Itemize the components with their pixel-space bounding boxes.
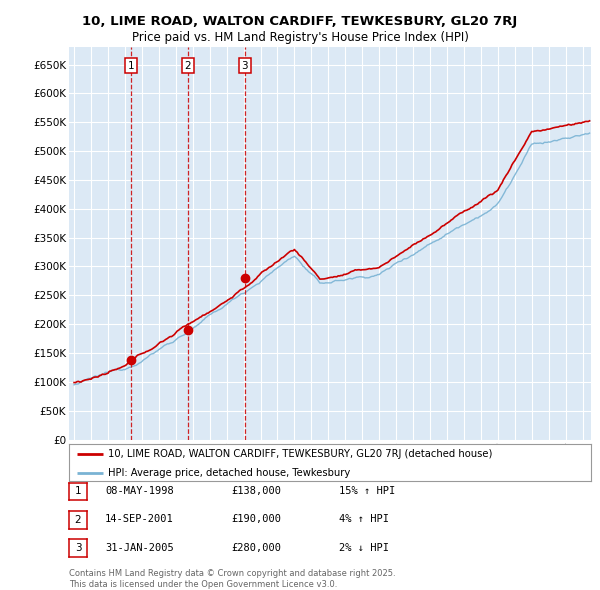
Text: 2% ↓ HPI: 2% ↓ HPI: [339, 543, 389, 552]
Text: 3: 3: [242, 61, 248, 71]
Text: 31-JAN-2005: 31-JAN-2005: [105, 543, 174, 552]
Text: £280,000: £280,000: [231, 543, 281, 552]
Text: Contains HM Land Registry data © Crown copyright and database right 2025.
This d: Contains HM Land Registry data © Crown c…: [69, 569, 395, 589]
Text: 08-MAY-1998: 08-MAY-1998: [105, 486, 174, 496]
Text: 4% ↑ HPI: 4% ↑ HPI: [339, 514, 389, 524]
Text: 10, LIME ROAD, WALTON CARDIFF, TEWKESBURY, GL20 7RJ: 10, LIME ROAD, WALTON CARDIFF, TEWKESBUR…: [82, 15, 518, 28]
Text: HPI: Average price, detached house, Tewkesbury: HPI: Average price, detached house, Tewk…: [108, 468, 350, 478]
Text: 10, LIME ROAD, WALTON CARDIFF, TEWKESBURY, GL20 7RJ (detached house): 10, LIME ROAD, WALTON CARDIFF, TEWKESBUR…: [108, 449, 493, 459]
Text: 2: 2: [184, 61, 191, 71]
Text: £190,000: £190,000: [231, 514, 281, 524]
Text: 1: 1: [128, 61, 134, 71]
Text: 15% ↑ HPI: 15% ↑ HPI: [339, 486, 395, 496]
Text: 2: 2: [74, 515, 82, 525]
Text: 3: 3: [74, 543, 82, 553]
Text: 1: 1: [74, 487, 82, 496]
Text: Price paid vs. HM Land Registry's House Price Index (HPI): Price paid vs. HM Land Registry's House …: [131, 31, 469, 44]
Text: £138,000: £138,000: [231, 486, 281, 496]
Text: 14-SEP-2001: 14-SEP-2001: [105, 514, 174, 524]
